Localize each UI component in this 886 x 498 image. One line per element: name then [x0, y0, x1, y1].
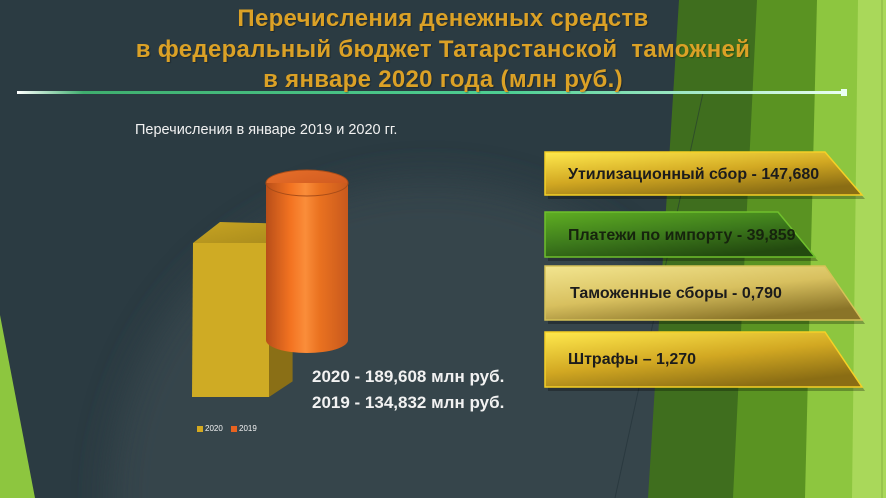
- svg-text:Таможенные сборы - 0,790: Таможенные сборы - 0,790: [570, 285, 782, 302]
- svg-text:Платежи по импорту - 39,859: Платежи по импорту - 39,859: [568, 227, 796, 244]
- svg-text:Утилизационный сбор - 147,680: Утилизационный сбор - 147,680: [568, 166, 819, 183]
- svg-text:Штрафы – 1,270: Штрафы – 1,270: [568, 351, 696, 368]
